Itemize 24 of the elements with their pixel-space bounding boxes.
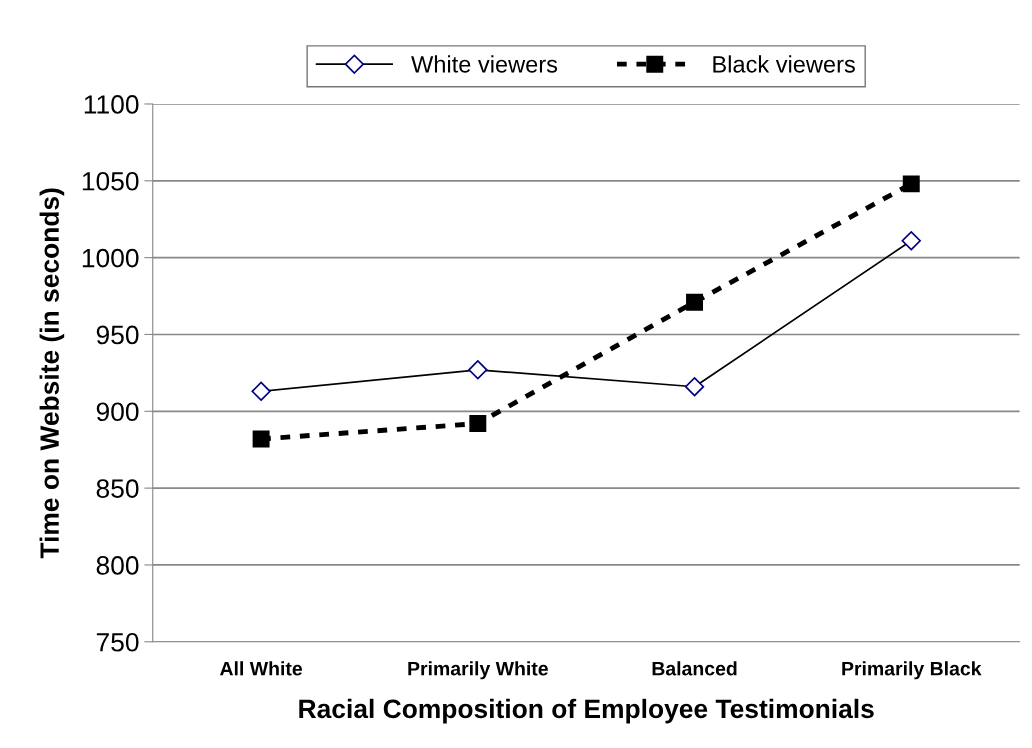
point bbox=[252, 430, 270, 448]
point bbox=[902, 175, 920, 193]
y-tick-label: 750 bbox=[96, 632, 139, 652]
point bbox=[468, 360, 488, 380]
y-tick-label: 1000 bbox=[82, 248, 139, 268]
legend-label: White viewers bbox=[411, 55, 558, 73]
x-tick-label: Balanced bbox=[652, 661, 737, 676]
point bbox=[469, 415, 487, 433]
y-tick-label: 850 bbox=[96, 479, 139, 498]
legend-label: Black viewers bbox=[713, 55, 855, 73]
y-tick-label: 1050 bbox=[82, 171, 139, 191]
point bbox=[686, 293, 704, 311]
y-tick-label: 900 bbox=[96, 402, 139, 422]
point bbox=[251, 381, 271, 401]
point bbox=[684, 377, 705, 397]
x-tick-label: All White bbox=[220, 661, 303, 676]
y-axis-title: Time on Website (in seconds) bbox=[39, 188, 65, 559]
x-tick-label: Primarily White bbox=[408, 661, 548, 680]
y-tick-label: 800 bbox=[96, 556, 139, 575]
point bbox=[901, 231, 921, 251]
y-tick-label: 1100 bbox=[84, 95, 139, 114]
x-tick-label: Primarily Black bbox=[842, 661, 982, 680]
x-axis-title: Racial Composition of Employee Testimonials bbox=[299, 698, 874, 724]
y-tick-label: 950 bbox=[96, 325, 139, 345]
